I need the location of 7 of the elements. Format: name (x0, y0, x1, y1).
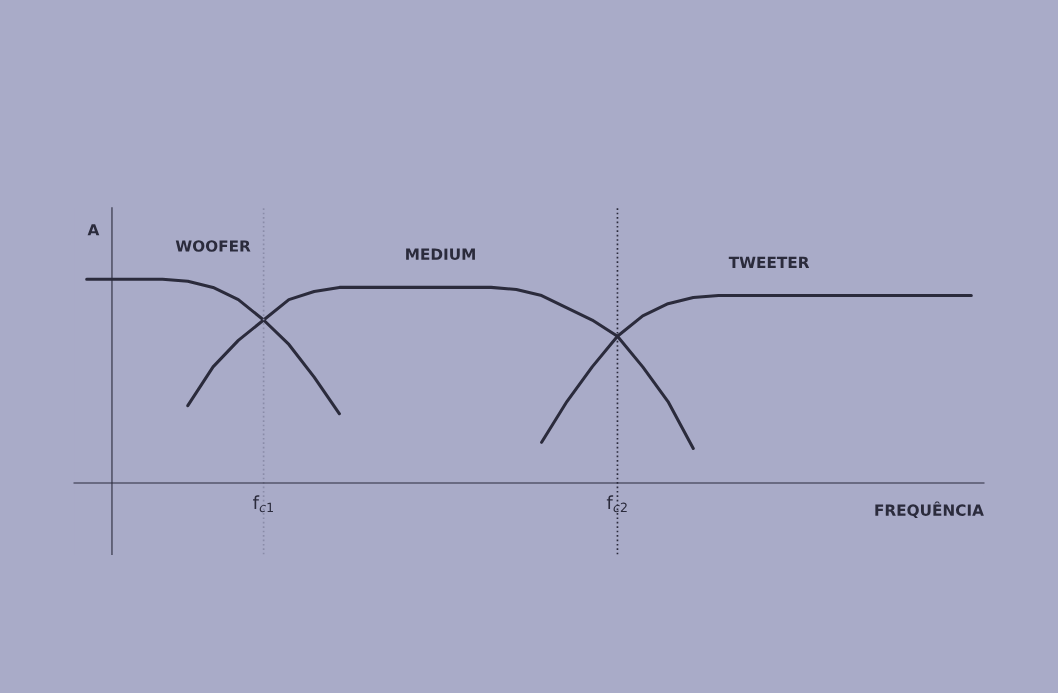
series-label: TWEETER (728, 256, 810, 268)
series-label: WOOFER (175, 240, 251, 252)
x-tick-label: f$_{c2}$ (606, 495, 627, 513)
y-axis-title: A (87, 224, 100, 236)
series-label: MEDIUM (406, 248, 475, 260)
x-axis-title: FREQUÊNCIA (875, 501, 984, 518)
x-tick-label: f$_{c1}$ (253, 495, 273, 513)
